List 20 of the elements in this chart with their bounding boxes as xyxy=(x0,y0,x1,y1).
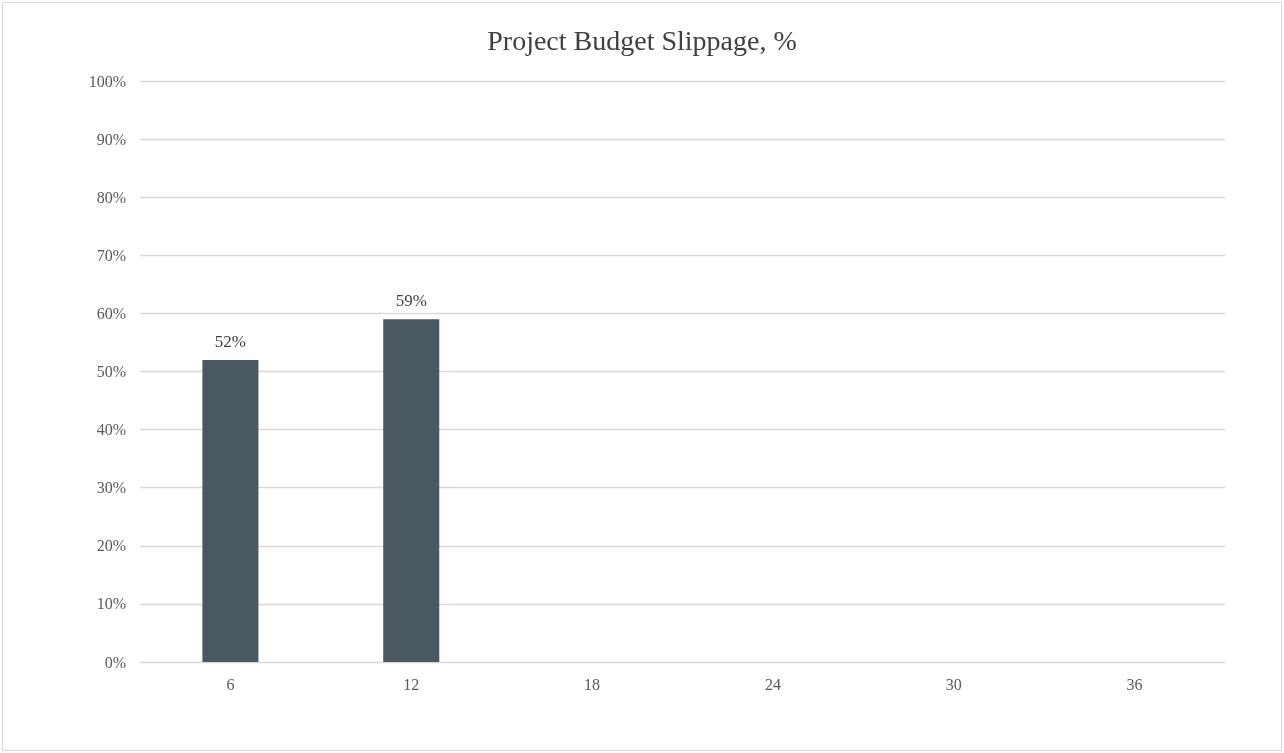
x-tick-label: 12 xyxy=(403,675,420,693)
y-tick-label: 0% xyxy=(104,653,126,671)
x-tick-label: 6 xyxy=(226,675,235,693)
x-tick-label: 30 xyxy=(945,675,962,693)
data-label: 52% xyxy=(214,331,246,351)
y-tick-label: 20% xyxy=(96,537,126,555)
x-tick-label: 24 xyxy=(764,675,781,693)
y-tick-label: 60% xyxy=(96,304,126,322)
y-tick-label: 70% xyxy=(96,246,126,264)
x-tick-label: 18 xyxy=(584,675,601,693)
y-tick-label: 50% xyxy=(96,363,126,380)
data-label: 59% xyxy=(395,291,427,311)
chart-title: Project Budget Slippage, % xyxy=(487,24,797,56)
y-tick-label: 80% xyxy=(96,188,126,206)
y-tick-label: 10% xyxy=(96,595,126,613)
x-tick-label: 36 xyxy=(1126,675,1143,693)
y-tick-label: 100% xyxy=(88,72,126,90)
y-tick-label: 90% xyxy=(96,130,126,148)
y-tick-label: 40% xyxy=(96,421,126,439)
y-tick-label: 30% xyxy=(96,479,126,497)
